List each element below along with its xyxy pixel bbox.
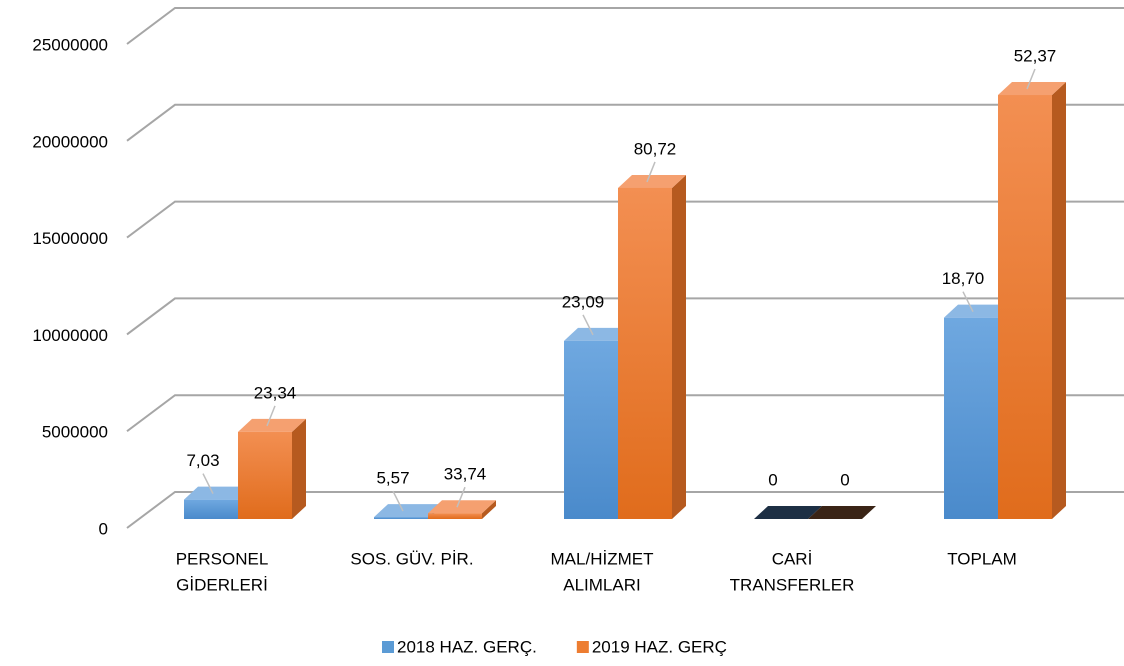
bar-top — [374, 504, 442, 518]
x-tick-label: TOPLAM — [947, 549, 1017, 568]
x-tick-label: SOS. GÜV. PİR. — [350, 549, 473, 568]
bar-top — [428, 500, 496, 514]
legend-label: 2019 HAZ. GERÇ — [592, 637, 727, 656]
grid-line — [126, 200, 1124, 239]
legend-label: 2018 HAZ. GERÇ. — [397, 637, 537, 656]
grid-line — [126, 297, 1124, 336]
bar-top — [618, 174, 686, 188]
leader-line — [456, 486, 466, 508]
leader-line — [582, 314, 594, 336]
bar-top — [998, 82, 1066, 96]
x-tick-label: ALIMLARI — [563, 575, 640, 594]
y-tick-label: 15000000 — [32, 229, 108, 248]
bar-top — [944, 304, 1012, 318]
leader-line — [962, 291, 974, 312]
y-tick-label: 0 — [99, 519, 108, 538]
data-label: 52,37 — [1014, 47, 1057, 66]
y-tick-label: 10000000 — [32, 326, 108, 345]
bar — [238, 431, 292, 519]
legend-swatch — [382, 641, 394, 653]
bar — [374, 517, 428, 519]
grid-line — [126, 7, 1124, 45]
bar-top — [184, 486, 252, 500]
x-tick-label: MAL/HİZMET — [551, 549, 654, 568]
y-tick-label: 25000000 — [32, 35, 108, 54]
data-label: 80,72 — [634, 139, 677, 158]
bar — [564, 340, 618, 519]
bar — [428, 513, 482, 519]
x-tick-label: CARİ — [772, 549, 813, 568]
y-tick-label: 20000000 — [32, 132, 108, 151]
bar-top — [564, 327, 632, 341]
bar-side — [1052, 82, 1066, 520]
x-tick-label: PERSONEL — [176, 549, 269, 568]
data-label: 0 — [768, 470, 777, 489]
bar — [618, 187, 672, 519]
data-label: 5,57 — [376, 469, 409, 488]
bar-top — [808, 506, 876, 519]
data-label: 23,09 — [562, 292, 605, 311]
x-tick-label: GİDERLERİ — [176, 575, 268, 594]
bar — [944, 317, 998, 519]
bar-top — [238, 418, 306, 432]
bar — [184, 499, 238, 519]
bar-side — [292, 418, 306, 519]
bar-side — [482, 500, 496, 519]
leader-line — [1026, 68, 1036, 90]
data-label: 33,74 — [444, 465, 487, 484]
x-tick-label: TRANSFERLER — [730, 575, 855, 594]
grid-line — [126, 394, 1124, 433]
data-label: 7,03 — [186, 451, 219, 470]
y-tick-label: 5000000 — [42, 423, 108, 442]
bar-top — [754, 506, 822, 519]
data-label: 0 — [840, 470, 849, 489]
leader-line — [266, 405, 276, 427]
data-label: 23,34 — [254, 383, 297, 402]
data-label: 18,70 — [942, 269, 985, 288]
grid-line — [126, 491, 1124, 529]
leader-line — [202, 473, 214, 494]
bar-side — [672, 174, 686, 519]
leader-line — [646, 161, 656, 183]
grid-line — [126, 103, 1124, 142]
bar — [998, 95, 1052, 520]
leader-line — [392, 490, 404, 512]
legend-swatch — [576, 641, 589, 653]
